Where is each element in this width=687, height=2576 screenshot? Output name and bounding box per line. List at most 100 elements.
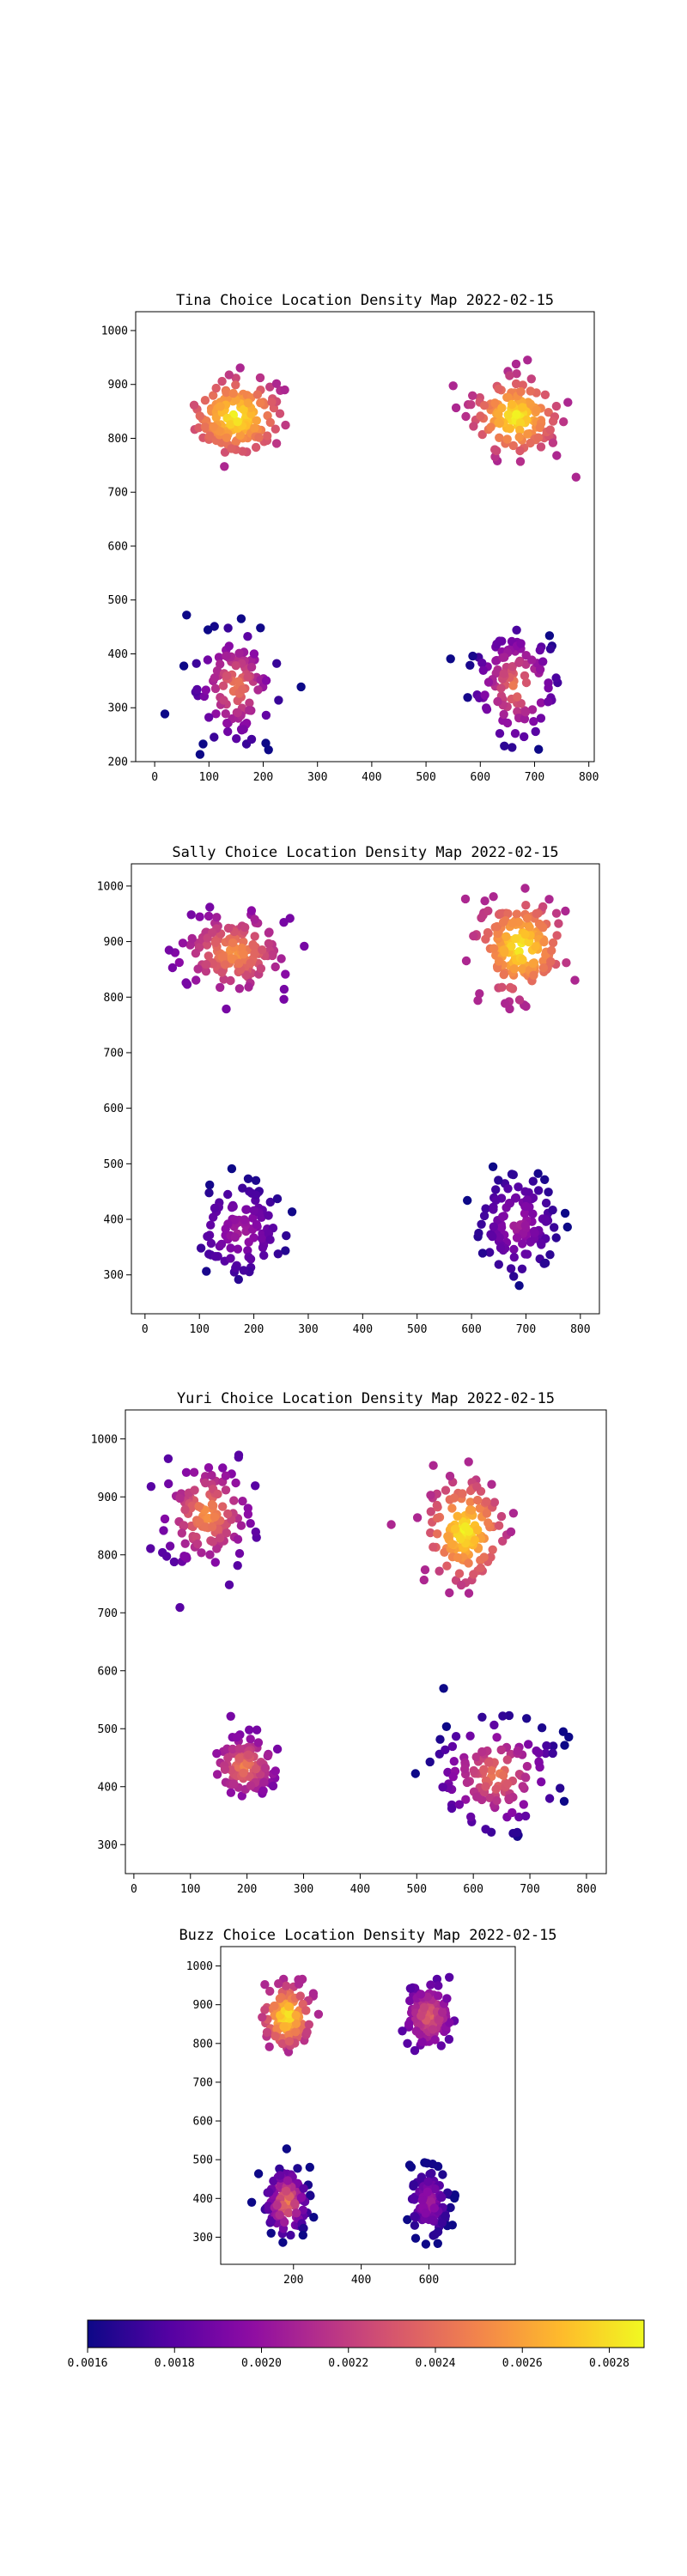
- scatter-point: [211, 383, 221, 393]
- scatter-point: [210, 1203, 220, 1213]
- panel-2: Sally Choice Location Density Map 2022-0…: [97, 844, 600, 1336]
- scatter-point: [251, 442, 261, 453]
- scatter-point: [264, 927, 274, 937]
- scatter-point: [445, 1972, 454, 1982]
- y-tick-label: 300: [108, 702, 128, 715]
- scatter-point: [234, 984, 245, 993]
- scatter-point: [416, 2172, 426, 2182]
- scatter-point: [488, 1231, 497, 1242]
- scatter-point: [262, 2027, 272, 2037]
- scatter-point: [536, 1238, 546, 1249]
- scatter-point: [547, 945, 556, 956]
- scatter-point: [430, 2035, 440, 2044]
- scatter-point: [435, 1566, 444, 1576]
- scatter-point: [279, 994, 289, 1005]
- scatter-point: [489, 1222, 498, 1231]
- scatter-point: [207, 928, 217, 938]
- scatter-point: [537, 1777, 546, 1787]
- scatter-point: [251, 1764, 261, 1774]
- scatter-point: [530, 1228, 539, 1238]
- scatter-point: [534, 1757, 544, 1766]
- scatter-point: [202, 940, 212, 950]
- scatter-point: [231, 437, 240, 447]
- scatter-point: [529, 970, 538, 981]
- x-tick-label: 100: [199, 771, 219, 784]
- scatter-point: [527, 655, 537, 665]
- scatter-point: [498, 1711, 508, 1721]
- scatter-point: [439, 1684, 448, 1693]
- scatter-point: [536, 714, 546, 723]
- colorbar-tick-label: 0.0018: [155, 2357, 195, 2370]
- scatter-point: [268, 1781, 278, 1791]
- y-tick-label: 500: [193, 2154, 213, 2167]
- scatter-point: [487, 1765, 496, 1775]
- scatter-point: [195, 1517, 204, 1528]
- scatter-point: [200, 1522, 210, 1532]
- scatter-point: [222, 1004, 231, 1014]
- scatter-point: [447, 1741, 458, 1752]
- scatter-point: [521, 901, 531, 910]
- scatter-point: [196, 1243, 206, 1253]
- scatter-point: [264, 2187, 274, 2197]
- scatter-point: [224, 370, 234, 380]
- scatter-point: [272, 2201, 282, 2210]
- scatter-point: [416, 2011, 426, 2020]
- scatter-point: [271, 439, 282, 448]
- scatter-point: [571, 472, 581, 482]
- scatter-point: [501, 999, 510, 1008]
- scatter-point: [216, 1534, 225, 1543]
- scatter-point: [146, 1482, 156, 1492]
- scatter-point: [445, 1588, 454, 1598]
- panel-3-frame: [125, 1409, 607, 1874]
- scatter-point: [420, 1565, 430, 1575]
- scatter-point: [488, 1162, 498, 1172]
- scatter-point: [217, 376, 227, 386]
- scatter-point: [570, 975, 580, 985]
- scatter-point: [425, 1757, 435, 1767]
- scatter-point: [181, 1467, 192, 1478]
- x-tick-label: 800: [570, 1323, 590, 1336]
- scatter-point: [264, 939, 274, 949]
- scatter-point: [274, 696, 283, 705]
- y-tick-label: 600: [193, 2116, 213, 2129]
- panel-4-points: [246, 1972, 459, 2249]
- scatter-point: [251, 1481, 260, 1491]
- scatter-point: [280, 2217, 289, 2227]
- scatter-point: [277, 2038, 288, 2049]
- scatter-point: [201, 967, 211, 976]
- scatter-point: [464, 1589, 474, 1598]
- scatter-point: [264, 2042, 274, 2051]
- scatter-point: [261, 738, 271, 748]
- scatter-point: [491, 1784, 501, 1794]
- scatter-point: [271, 2032, 280, 2041]
- scatter-point: [506, 1527, 516, 1537]
- scatter-point: [552, 931, 562, 940]
- scatter-point: [466, 1505, 477, 1516]
- scatter-point: [489, 944, 499, 953]
- scatter-point: [528, 1209, 538, 1218]
- scatter-point: [508, 743, 517, 752]
- scatter-point: [251, 1176, 261, 1186]
- scatter-point: [283, 2002, 294, 2011]
- scatter-point: [282, 1230, 291, 1241]
- scatter-point: [499, 709, 508, 720]
- scatter-point: [180, 1539, 190, 1548]
- scatter-point: [554, 919, 563, 928]
- scatter-point: [546, 957, 556, 967]
- scatter-point: [195, 912, 204, 921]
- scatter-point: [497, 403, 507, 413]
- scatter-point: [429, 1461, 438, 1470]
- scatter-point: [294, 1975, 303, 1984]
- scatter-point: [509, 1272, 519, 1281]
- scatter-point: [514, 995, 525, 1005]
- scatter-point: [437, 2008, 447, 2017]
- scatter-point: [508, 1170, 518, 1180]
- scatter-point: [451, 403, 461, 413]
- x-tick-label: 300: [298, 1323, 318, 1336]
- scatter-point: [204, 1188, 214, 1198]
- scatter-point: [249, 1206, 258, 1216]
- scatter-point: [251, 1527, 260, 1537]
- scatter-point: [488, 1545, 497, 1555]
- panel-2-title: Sally Choice Location Density Map 2022-0…: [172, 844, 558, 861]
